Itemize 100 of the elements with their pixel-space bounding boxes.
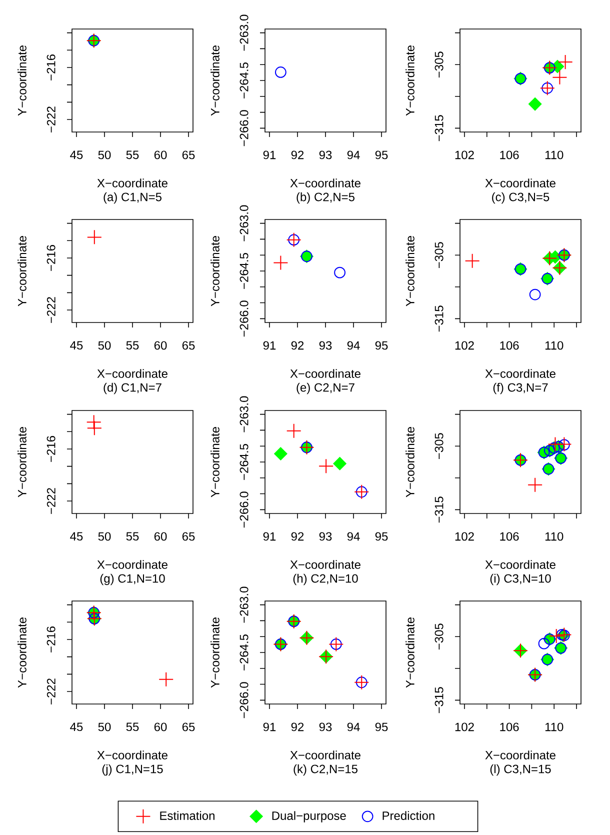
x-tick-label: 102 bbox=[455, 341, 474, 350]
y-tick-label: −216 bbox=[46, 245, 56, 271]
y-tick-label: −266.0 bbox=[240, 492, 248, 528]
y-tick-label: −264.5 bbox=[240, 444, 248, 480]
y-tick-label: −216 bbox=[46, 436, 56, 462]
text: (k) C2,N=15 bbox=[294, 764, 358, 776]
legend-label: Estimation bbox=[160, 811, 214, 820]
x-tick-label: 110 bbox=[545, 150, 564, 160]
y-tick-label: −216 bbox=[46, 54, 56, 80]
text: (l) C3,N=15 bbox=[490, 764, 551, 776]
y-axis-title: Y−coordinate bbox=[18, 618, 26, 688]
x-axis-title: X−coordinate bbox=[485, 560, 556, 569]
y-tick-label: −222 bbox=[46, 106, 56, 132]
x-tick-label: 91 bbox=[263, 150, 276, 160]
x-tick-label: 95 bbox=[375, 150, 388, 160]
x-axis-title: X−coordinate bbox=[485, 750, 556, 760]
x-tick-label: 110 bbox=[545, 532, 564, 541]
x-tick-label: 60 bbox=[154, 341, 167, 350]
x-tick-label: 94 bbox=[347, 150, 360, 160]
x-tick-label: 92 bbox=[291, 341, 304, 350]
x-tick-label: 93 bbox=[319, 722, 332, 732]
legend-label: Dual−purpose bbox=[272, 811, 346, 822]
x-tick-label: 65 bbox=[182, 722, 195, 732]
x-tick-label: 60 bbox=[154, 722, 167, 732]
text: (c) C3,N=5 bbox=[492, 192, 550, 204]
y-axis-title: Y−coordinate bbox=[18, 427, 26, 498]
y-tick-label: −305 bbox=[434, 433, 444, 460]
x-tick-label: 102 bbox=[455, 532, 474, 541]
x-axis-title: X−coordinate bbox=[97, 750, 168, 760]
x-axis-title: X−coordinate bbox=[290, 750, 360, 760]
x-axis-title: X−coordinate bbox=[290, 369, 360, 378]
x-tick-label: 55 bbox=[126, 341, 139, 350]
x-tick-label: 91 bbox=[263, 532, 276, 541]
y-tick-label: −264.5 bbox=[240, 252, 248, 289]
y-tick-label: −222 bbox=[46, 678, 56, 704]
y-tick-label: −305 bbox=[434, 624, 444, 650]
x-tick-label: 65 bbox=[182, 150, 195, 160]
text: (d) C1,N=7 bbox=[104, 382, 162, 394]
y-axis-title: Y−coordinate bbox=[210, 236, 220, 306]
x-axis-title: X−coordinate bbox=[485, 178, 556, 188]
y-tick-label: −222 bbox=[46, 488, 56, 514]
text: (f) C3,N=7 bbox=[493, 382, 548, 394]
y-tick-label: −263.0 bbox=[240, 396, 248, 432]
y-tick-label: −216 bbox=[46, 626, 56, 652]
text: (h) C2,N=10 bbox=[293, 574, 358, 586]
x-tick-label: 92 bbox=[291, 722, 304, 732]
y-tick-label: −263.0 bbox=[240, 14, 248, 51]
y-tick-label: −305 bbox=[434, 242, 444, 268]
y-axis-title: Y−coordinate bbox=[18, 236, 26, 306]
x-tick-label: 91 bbox=[263, 341, 276, 350]
x-tick-label: 94 bbox=[347, 722, 360, 732]
y-axis-title: Y−coordinate bbox=[406, 618, 414, 688]
x-tick-label: 55 bbox=[126, 532, 139, 541]
text: (g) C1,N=10 bbox=[100, 574, 165, 586]
x-tick-label: 50 bbox=[98, 532, 111, 541]
x-tick-label: 45 bbox=[70, 532, 83, 541]
y-axis-title: Y−coordinate bbox=[406, 46, 414, 116]
x-tick-label: 55 bbox=[126, 150, 139, 160]
x-tick-label: 106 bbox=[500, 532, 519, 541]
y-axis-title: Y−coordinate bbox=[210, 618, 220, 688]
y-tick-label: −264.5 bbox=[240, 634, 248, 670]
x-axis-title: X−coordinate bbox=[485, 369, 556, 378]
text: (j) C1,N=15 bbox=[102, 764, 163, 776]
x-tick-label: 50 bbox=[98, 722, 111, 732]
text: (a) C1,N=5 bbox=[104, 192, 162, 204]
legend-label: Prediction bbox=[382, 811, 434, 820]
y-axis-title: Y−coordinate bbox=[406, 236, 414, 306]
x-tick-label: 110 bbox=[545, 341, 564, 350]
x-tick-label: 106 bbox=[500, 341, 519, 350]
x-tick-label: 95 bbox=[375, 722, 388, 732]
x-axis-title: X−coordinate bbox=[290, 560, 360, 569]
x-axis-title: X−coordinate bbox=[290, 178, 360, 188]
x-tick-label: 91 bbox=[263, 722, 276, 732]
x-tick-label: 65 bbox=[182, 341, 195, 350]
x-tick-label: 65 bbox=[182, 532, 195, 541]
x-tick-label: 110 bbox=[545, 722, 564, 732]
x-axis-title: X−coordinate bbox=[97, 178, 168, 188]
y-axis-title: Y−coordinate bbox=[210, 46, 220, 116]
y-tick-label: −263.0 bbox=[240, 586, 248, 623]
x-tick-label: 106 bbox=[500, 722, 519, 732]
y-tick-label: −222 bbox=[46, 297, 56, 323]
x-tick-label: 60 bbox=[154, 150, 167, 160]
y-axis-title: Y−coordinate bbox=[18, 46, 26, 116]
text: (b) C2,N=5 bbox=[296, 192, 354, 204]
x-tick-label: 92 bbox=[291, 532, 304, 541]
y-tick-label: −315 bbox=[434, 687, 444, 714]
x-tick-label: 94 bbox=[347, 532, 360, 541]
y-axis-title: Y−coordinate bbox=[406, 427, 414, 498]
x-tick-label: 60 bbox=[154, 532, 167, 541]
x-tick-label: 102 bbox=[455, 722, 474, 732]
y-tick-label: −263.0 bbox=[240, 205, 248, 242]
x-tick-label: 95 bbox=[375, 341, 388, 350]
x-axis-title: X−coordinate bbox=[97, 560, 168, 569]
y-tick-label: −315 bbox=[434, 306, 444, 332]
y-axis-title: Y−coordinate bbox=[210, 427, 220, 498]
x-tick-label: 93 bbox=[319, 150, 332, 160]
x-tick-label: 55 bbox=[126, 722, 139, 732]
x-tick-label: 45 bbox=[70, 150, 83, 160]
y-tick-label: −266.0 bbox=[240, 300, 248, 337]
x-tick-label: 94 bbox=[347, 341, 360, 350]
